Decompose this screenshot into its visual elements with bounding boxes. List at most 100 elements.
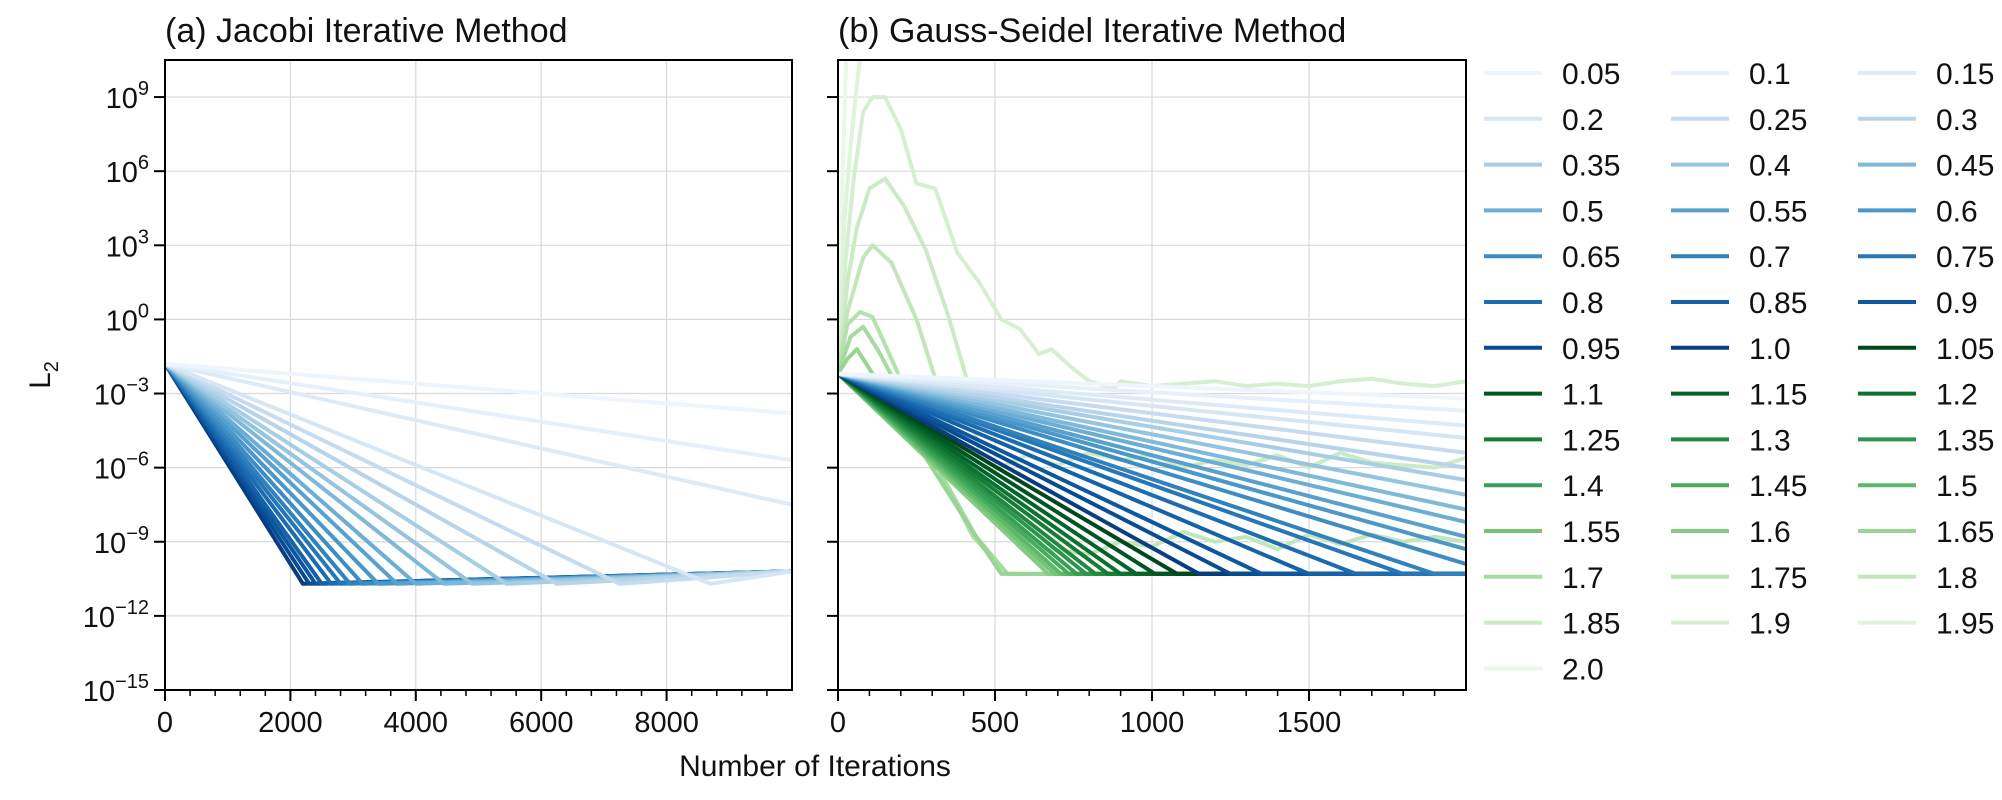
legend-label: 0.45 (1936, 150, 1994, 183)
series-line-0-7 (165, 361, 792, 586)
series-line-0-7 (838, 371, 1466, 576)
legend-entry-0-55: 0.55 (1671, 195, 1807, 228)
legend-entry-0-65: 0.65 (1484, 241, 1620, 274)
legend-label: 0.6 (1936, 195, 1978, 228)
y-tick-label: 109 (106, 78, 149, 115)
legend-entry-1-55: 1.55 (1484, 516, 1620, 549)
series-line-0-45 (838, 371, 1466, 512)
legend-entry-1-4: 1.4 (1484, 470, 1604, 503)
legend-label: 0.35 (1562, 150, 1620, 183)
y-tick-label: 103 (106, 226, 149, 263)
y-tick-label: 10−12 (83, 597, 149, 634)
series-line-1-9 (838, 95, 1466, 391)
series-line-1-95 (838, 60, 862, 376)
y-ticks-jacobi: 109 106 103 100 10−3 10−6 10−9 10−12 10−15 (83, 78, 165, 708)
legend-entry-1-7: 1.7 (1484, 562, 1604, 595)
legend-entry-1-85: 1.85 (1484, 608, 1620, 641)
legend-entry-1-5: 1.5 (1858, 470, 1978, 503)
legend-label: 1.75 (1749, 562, 1807, 595)
y-tick-label: 106 (106, 152, 149, 189)
legend-label: 1.85 (1562, 608, 1620, 641)
legend-label: 0.7 (1749, 241, 1791, 274)
y-tick-label: 10−15 (83, 671, 149, 708)
legend-entry-2-0: 2.0 (1484, 653, 1604, 686)
x-tick-label: 2000 (258, 707, 323, 739)
series-lines-gauss-seidel (838, 60, 1466, 576)
legend-label: 0.8 (1562, 287, 1604, 320)
legend-label: 1.25 (1562, 424, 1620, 457)
y-axis-label-subscript: 2 (41, 361, 63, 372)
y-tick-label: 100 (106, 300, 149, 337)
legend-label: 1.7 (1562, 562, 1604, 595)
y-ticks-gauss-seidel (827, 96, 838, 691)
series-lines-jacobi (165, 361, 792, 586)
panel-gauss-seidel: (b) Gauss-Seidel Iterative Method 0 500 10… (827, 12, 1467, 739)
legend-entry-1-15: 1.15 (1671, 379, 1807, 412)
legend-label: 1.05 (1936, 333, 1994, 366)
legend-label: 1.1 (1562, 379, 1604, 412)
legend-entry-1-9: 1.9 (1671, 608, 1791, 641)
legend-label: 1.4 (1562, 470, 1604, 503)
x-ticks-gauss-seidel: 0 500 1000 1500 (830, 690, 1436, 739)
legend-label: 0.75 (1936, 241, 1994, 274)
legend-entry-1-6: 1.6 (1671, 516, 1791, 549)
legend-entry-1-2: 1.2 (1858, 379, 1978, 412)
legend-label: 0.4 (1749, 150, 1791, 183)
legend-entry-1-1: 1.1 (1484, 379, 1604, 412)
y-tick-label: 10−3 (94, 375, 149, 412)
series-line-1-65 (838, 347, 1466, 576)
axes-frame-jacobi (164, 59, 793, 691)
legend-entry-1-25: 1.25 (1484, 424, 1620, 457)
series-line-0-6 (838, 371, 1466, 552)
x-tick-label: 1500 (1277, 707, 1342, 739)
series-line-0-25 (165, 361, 792, 586)
legend-entry-1-65: 1.65 (1858, 516, 1994, 549)
legend-entry-0-2: 0.2 (1484, 104, 1604, 137)
x-tick-label: 8000 (634, 707, 699, 739)
series-line-0-3 (838, 371, 1466, 470)
legend-entry-0-1: 0.1 (1671, 58, 1791, 91)
panel-title-gauss-seidel: (b) Gauss-Seidel Iterative Method (838, 12, 1346, 50)
series-line-0-55 (838, 371, 1466, 539)
legend-label: 1.95 (1936, 608, 1994, 641)
x-tick-label: 0 (830, 707, 846, 739)
series-line-0-15 (165, 361, 792, 507)
legend-label: 1.9 (1749, 608, 1791, 641)
legend-label: 0.5 (1562, 195, 1604, 228)
panel-jacobi: (a) Jacobi Iterative Method 0 2000 4000 600… (83, 12, 793, 739)
legend-label: 0.55 (1749, 195, 1807, 228)
legend-entry-0-8: 0.8 (1484, 287, 1604, 320)
legend-entry-0-35: 0.35 (1484, 150, 1620, 183)
x-axis-label: Number of Iterations (679, 750, 951, 783)
legend-label: 0.15 (1936, 58, 1994, 91)
series-line-0-2 (165, 361, 792, 586)
legend-label: 0.2 (1562, 104, 1604, 137)
legend-label: 1.2 (1936, 379, 1978, 412)
y-tick-label: 10−6 (94, 449, 149, 486)
series-line-0-5 (838, 371, 1466, 524)
y-tick-label: 10−9 (94, 523, 149, 560)
legend-label: 0.65 (1562, 241, 1620, 274)
legend-entry-1-35: 1.35 (1858, 424, 1994, 457)
series-line-0-65 (838, 371, 1466, 566)
legend-label: 0.9 (1936, 287, 1978, 320)
legend-label: 0.85 (1749, 287, 1807, 320)
legend-entry-0-75: 0.75 (1858, 241, 1994, 274)
y-axis-label: L2 (24, 361, 63, 389)
legend-entry-1-95: 1.95 (1858, 608, 1994, 641)
series-line-0-25 (838, 371, 1466, 455)
legend-entry-1-05: 1.05 (1858, 333, 1994, 366)
panel-title-jacobi: (a) Jacobi Iterative Method (165, 12, 568, 50)
legend-entry-1-8: 1.8 (1858, 562, 1978, 595)
legend-entry-1-0: 1.0 (1671, 333, 1791, 366)
x-tick-label: 500 (971, 707, 1019, 739)
series-line-0-2 (838, 371, 1466, 440)
legend-label: 1.5 (1936, 470, 1978, 503)
legend-label: 1.65 (1936, 516, 1994, 549)
legend-label: 0.95 (1562, 333, 1620, 366)
legend-label: 1.35 (1936, 424, 1994, 457)
series-line-0-4 (838, 371, 1466, 497)
legend-label: 1.0 (1749, 333, 1791, 366)
